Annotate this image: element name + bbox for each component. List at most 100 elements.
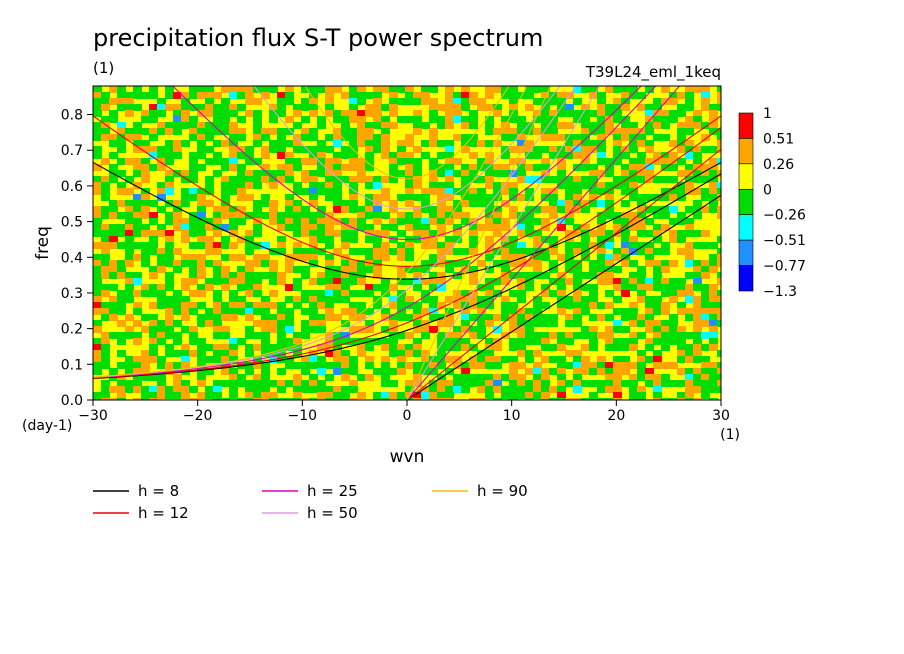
field-cell [413,326,422,333]
field-cell [557,368,566,375]
field-cell [557,380,566,387]
field-cell [101,272,110,279]
field-cell [309,278,318,285]
field-cell [549,116,558,123]
field-cell [253,200,262,207]
field-cell [677,134,686,141]
field-cell [653,296,662,303]
field-cell [453,92,462,99]
field-cell [469,290,478,297]
field-cell [229,146,238,153]
field-cell [413,158,422,165]
field-cell [149,392,158,399]
field-cell [485,278,494,285]
field-cell [453,206,462,213]
field-cell [573,380,582,387]
field-cell [117,272,126,279]
field-cell [557,158,566,165]
field-cell [509,158,518,165]
field-cell [357,266,366,273]
field-cell [701,104,710,111]
field-cell [677,128,686,135]
field-cell [333,296,342,303]
field-cell [189,386,198,393]
colorbar-label: −0.51 [763,233,806,249]
field-cell [581,104,590,111]
field-cell [693,212,702,219]
field-cell [717,206,721,213]
field-cell [245,386,254,393]
field-cell [349,278,358,285]
field-cell [629,134,638,141]
field-cell [285,338,294,345]
field-cell [325,212,334,219]
field-cell [605,290,614,297]
field-cell [141,260,150,267]
field-cell [461,248,470,255]
field-cell [429,104,438,111]
field-cell [701,86,710,93]
field-cell [549,134,558,141]
field-cell [301,308,310,315]
field-cell [189,254,198,261]
field-cell [221,272,230,279]
field-cell [597,170,606,177]
field-cell [661,152,670,159]
field-cell [709,200,718,207]
field-cell [437,116,446,123]
field-cell [485,350,494,357]
colorbar-label: 0 [763,182,772,198]
field-cell [637,314,646,321]
field-cell [397,356,406,363]
field-cell [325,224,334,231]
field-cell [165,326,174,333]
field-cell [645,320,654,327]
field-cell [373,302,382,309]
field-cell [125,134,134,141]
field-cell [461,188,470,195]
field-cell [541,254,550,261]
field-cell [365,104,374,111]
field-cell [261,134,270,141]
field-cell [117,302,126,309]
field-cell [373,272,382,279]
field-cell [693,86,702,93]
field-cell [629,146,638,153]
field-cell [149,398,158,400]
field-cell [245,248,254,255]
field-cell [293,224,302,231]
field-cell [109,308,118,315]
field-cell [437,206,446,213]
field-cell [605,86,614,93]
field-cell [517,260,526,267]
field-cell [597,230,606,237]
field-cell [101,260,110,267]
field-cell [341,290,350,297]
field-cell [213,206,222,213]
field-cell [93,164,102,171]
field-cell [341,332,350,339]
field-cell [613,146,622,153]
field-cell [205,368,214,375]
field-cell [525,338,534,345]
field-cell [605,344,614,351]
field-cell [517,224,526,231]
field-cell [621,380,630,387]
field-cell [333,182,342,189]
field-cell [389,332,398,339]
field-cell [685,170,694,177]
field-cell [645,260,654,267]
field-cell [717,278,721,285]
field-cell [141,356,150,363]
field-cell [517,248,526,255]
field-cell [669,236,678,243]
field-cell [661,344,670,351]
field-cell [237,272,246,279]
field-cell [261,344,270,351]
field-cell [589,230,598,237]
field-cell [461,290,470,297]
field-cell [621,92,630,99]
field-cell [221,86,230,93]
dispersion-curve-h90 [304,86,510,180]
field-cell [325,194,334,201]
